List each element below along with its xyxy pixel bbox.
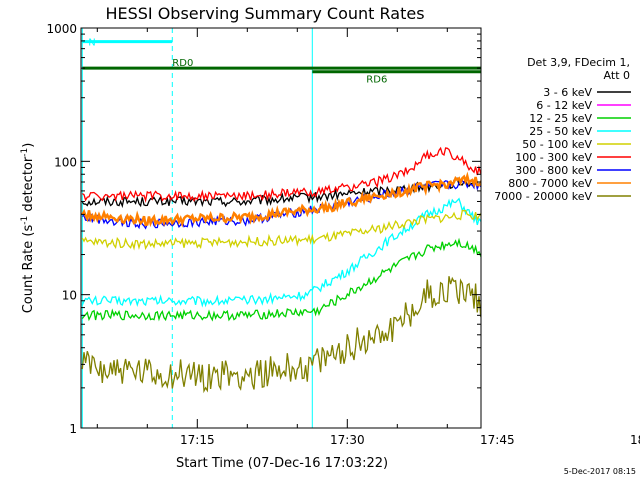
y-axis-label: Count Rate (s-1 detector-1) [20,143,36,314]
series-line-8 [81,276,481,394]
x-tick-label-1: 17:30 [330,433,365,447]
y-axis: 1 10 100 1000 [46,22,481,436]
timestamp: 5-Dec-2017 08:15 [564,467,636,476]
series-line-2 [81,237,481,322]
series-line-7 [81,171,481,228]
interval-label-rd6: RD6 [366,75,387,86]
legend-label-4: 50 - 100 keV [522,138,592,151]
y-tick-label-2: 100 [54,155,77,169]
legend-label-1: 6 - 12 keV [536,99,592,112]
series-line-5 [81,146,481,203]
legend-label-5: 100 - 300 keV [515,151,592,164]
legend-label-0: 3 - 6 keV [543,86,592,99]
legend-label-6: 300 - 800 keV [515,164,592,177]
interval-label-rd0: RD0 [172,58,193,69]
legend-label-2: 12 - 25 keV [529,112,592,125]
chart-title: HESSI Observing Summary Count Rates [105,4,424,23]
legend-header-line1: Det 3,9, FDecim 1, [527,56,630,69]
y-axis-label-sup1: -1 [20,216,30,225]
x-tick-label-3: 18:00 [630,433,640,447]
y-tick-label-0: 1 [69,422,77,436]
plot-frame [80,27,482,429]
x-axis-label: Start Time (07-Dec-16 17:03:22) [176,456,388,471]
interval-label-s: S [636,30,640,41]
x-tick-label-0: 17:15 [180,433,215,447]
legend-header-line2: Att 0 [604,69,630,82]
interval-label-n: N [88,38,95,49]
legend-label-7: 800 - 7000 keV [508,177,592,190]
y-tick-label-1: 10 [62,289,77,303]
y-axis-label-suffix: ) [21,143,36,148]
x-tick-label-2: 17:45 [480,433,515,447]
y-axis-label-sup2: -1 [20,148,30,157]
series-line-3 [81,197,481,308]
legend-label-8: 7000 - 20000 keV [494,190,592,203]
y-tick-label-3: 1000 [46,22,77,36]
series-line-4 [81,209,481,251]
series-line-0 [81,177,481,209]
legend-label-3: 25 - 50 keV [529,125,592,138]
y-axis-label-prefix: Count Rate (s [21,225,36,314]
y-axis-label-mid: detector [21,156,36,216]
